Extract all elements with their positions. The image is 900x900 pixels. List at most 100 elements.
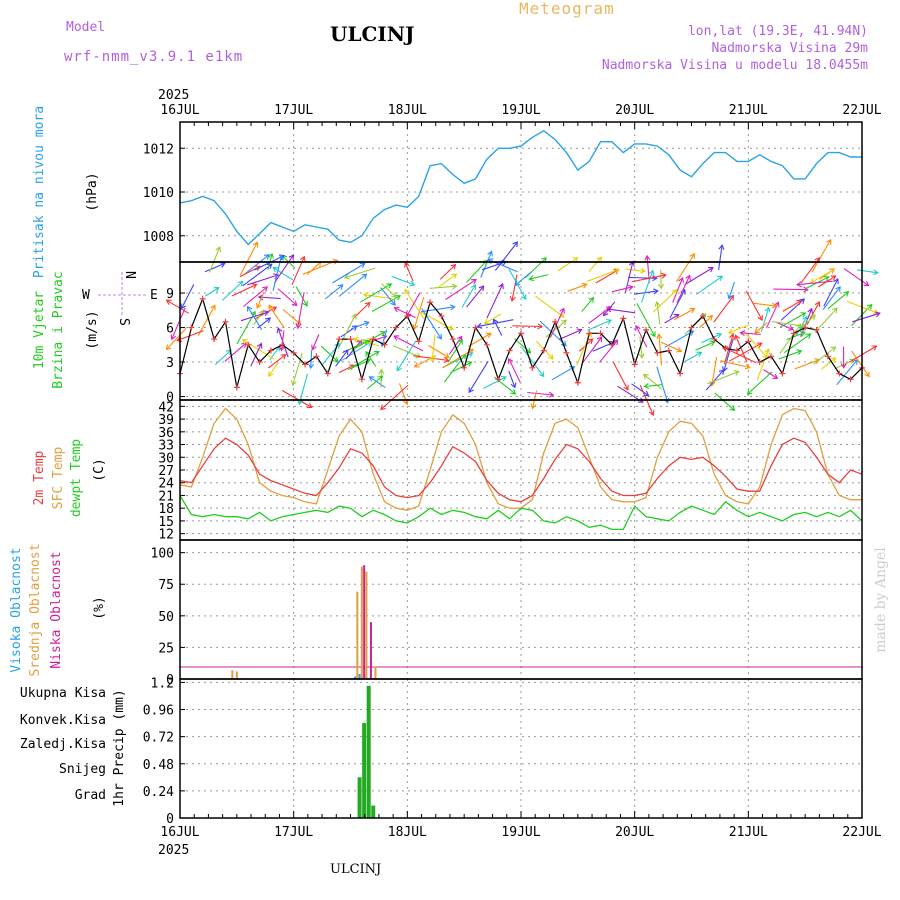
wind-arrow-head	[272, 267, 279, 273]
wind-arrow-head	[277, 254, 284, 261]
wind-arrow	[813, 346, 836, 365]
wind-arrow-head	[255, 302, 262, 309]
wind-arrow	[450, 361, 472, 374]
wind-arrow-head	[638, 353, 645, 359]
wind-arrow-head	[307, 363, 314, 370]
wind-speed-marker	[574, 379, 581, 386]
model-value: wrf-nmm_v3.9.1 e1km	[64, 49, 244, 65]
wind-arrow	[723, 338, 734, 372]
wind-arrow-head	[805, 333, 812, 339]
footer-title: ULCINJ	[330, 862, 382, 877]
wind-arrow	[588, 256, 602, 272]
wind-arrow	[754, 322, 768, 334]
wind-arrow-head	[623, 384, 629, 391]
wind-arrow	[612, 361, 629, 391]
date-label-bottom: 19JUL	[501, 825, 540, 840]
wind-arrow-head	[332, 258, 339, 265]
wind-arrow-head	[395, 295, 402, 301]
wind-arrow-head	[343, 273, 350, 280]
wind-speed-marker	[688, 324, 695, 331]
wind-speed-marker	[461, 364, 468, 371]
wind-arrow	[250, 343, 262, 367]
wind-arrow-head	[606, 318, 612, 325]
wind-arrow	[640, 270, 654, 303]
wind-arrow-head	[521, 294, 527, 301]
wind-arrow-head	[764, 306, 771, 313]
wind-arrow	[747, 371, 773, 395]
wind-arrow	[786, 331, 806, 341]
wind-arrow	[836, 359, 858, 386]
wind-arrow-head	[559, 307, 565, 314]
wind-arrow-head	[351, 313, 357, 320]
wind-arrow	[672, 277, 684, 303]
wind-arrow-head	[871, 345, 878, 351]
wind-arrow	[224, 342, 247, 362]
wind-arrow	[239, 242, 258, 276]
wind-speed-marker	[654, 349, 661, 356]
wind-arrow	[381, 283, 397, 298]
wind-arrow-head	[413, 362, 420, 368]
wind-arrow-head	[268, 252, 275, 259]
wind-arrow	[363, 294, 393, 300]
wind-arrow	[272, 267, 294, 281]
wind-arrow-head	[696, 351, 703, 357]
wind-arrow	[239, 265, 261, 278]
wind-arrow-head	[451, 273, 458, 280]
wind-arrow-head	[356, 339, 363, 346]
wind-arrow-head	[373, 350, 380, 357]
wind-arrow	[713, 295, 734, 323]
wind-speed-marker	[631, 361, 638, 368]
wind-arrow	[320, 345, 339, 363]
precip-bar	[357, 777, 362, 818]
ytick-label-clouds: 75	[158, 578, 174, 593]
wind-arrow-head	[727, 328, 734, 335]
wind-arrow	[466, 260, 488, 283]
wind-arrow-head	[487, 250, 493, 257]
wind-arrow-head	[538, 371, 545, 378]
wind-arrow-head	[547, 353, 554, 360]
ytick-label-temperature: 21	[158, 489, 174, 504]
wind-arrow-head	[449, 304, 456, 311]
watermark: made by Angel	[873, 547, 889, 653]
wind-speed-marker	[427, 299, 434, 306]
wind-arrow	[529, 274, 549, 280]
wind-arrow	[587, 268, 620, 282]
wind-arrow	[461, 284, 476, 308]
wind-arrow	[483, 376, 507, 389]
ytick-label-precip: 1.2	[151, 676, 174, 691]
precip-legend-item: Snijeg	[59, 762, 106, 777]
wind-speed-marker	[370, 336, 377, 343]
wind-arrow	[445, 279, 477, 300]
wind-arrow	[652, 289, 678, 313]
wind-arrow	[292, 352, 303, 386]
wind-arrow-head	[509, 296, 516, 302]
wind-arrow-head	[764, 348, 771, 355]
wind-arrow	[406, 292, 421, 317]
wind-arrow-head	[807, 307, 814, 314]
ytick-label-temperature: 39	[158, 413, 174, 428]
wind-arrow-head	[614, 267, 621, 274]
wind-arrow-head	[170, 334, 177, 341]
wind-speed-marker	[358, 376, 365, 383]
wind-arrow	[515, 271, 532, 286]
year-label-top: 2025	[158, 88, 189, 103]
ytick-label-precip: 0	[166, 812, 174, 827]
wind-arrow	[557, 257, 578, 272]
wind-arrow	[611, 286, 633, 293]
wind-speed-marker	[779, 370, 786, 377]
wind-arrow-head	[581, 282, 588, 289]
wind-arrow	[477, 319, 514, 328]
wind-arrow	[391, 275, 415, 286]
wind-arrow-head	[676, 346, 683, 353]
wind-arrow	[324, 284, 344, 300]
wind-arrow-head	[587, 338, 594, 345]
wind-arrow-head	[656, 333, 663, 339]
wind-arrow	[527, 391, 554, 396]
lonlat-label: lon,lat (19.3E, 41.94N)	[687, 24, 868, 39]
wind-arrow	[512, 325, 543, 328]
wind-speed-marker	[847, 376, 854, 383]
wind-arrow	[673, 308, 695, 321]
wind-arrow	[171, 307, 186, 340]
wind-speed-marker	[768, 353, 775, 360]
wind-arrow-head	[796, 300, 803, 306]
